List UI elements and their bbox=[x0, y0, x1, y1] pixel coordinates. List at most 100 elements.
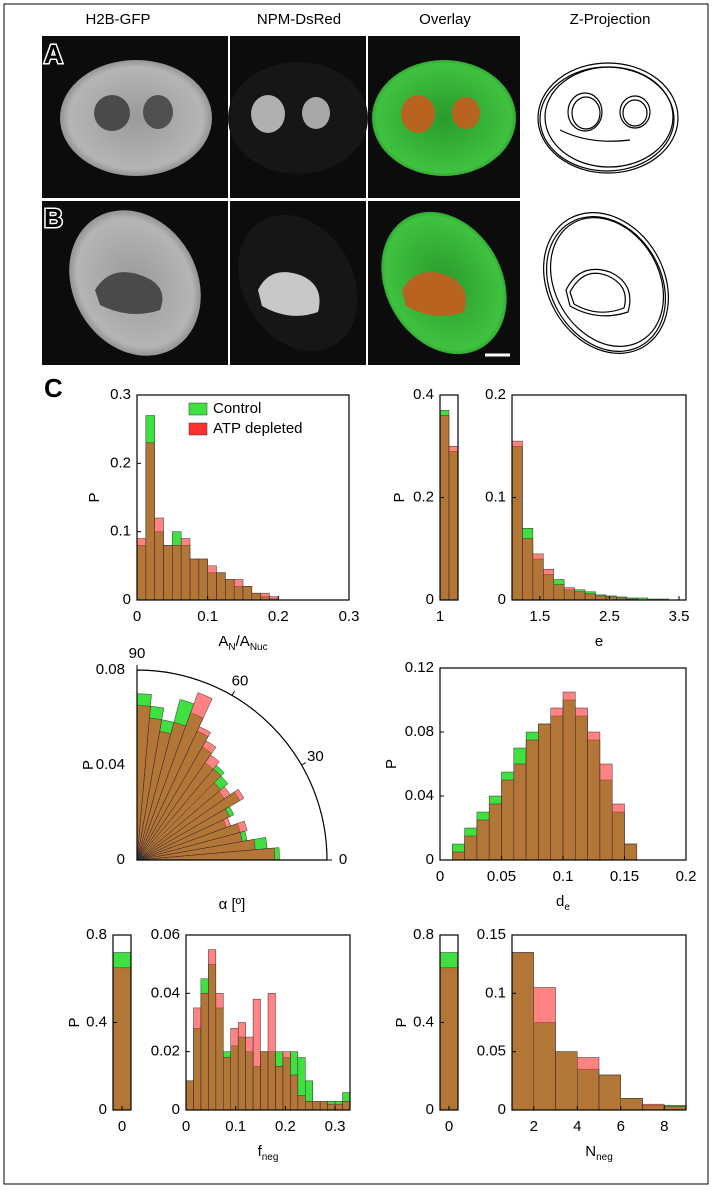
y-tick-label: 0.1 bbox=[485, 984, 506, 1001]
r-tick-label: 0.04 bbox=[96, 756, 125, 773]
panel-label: B bbox=[44, 203, 63, 233]
x-tick-label: 0 bbox=[445, 1118, 453, 1135]
histogram-bar bbox=[553, 584, 565, 601]
x-tick-label: 1.5 bbox=[529, 608, 550, 625]
panel-label: A bbox=[44, 39, 63, 69]
x-axis-label: fneg bbox=[258, 1143, 279, 1163]
histogram-bar bbox=[624, 843, 638, 861]
histogram-bar bbox=[154, 517, 164, 601]
y-tick-label: 0 bbox=[426, 591, 434, 608]
theta-tick bbox=[231, 690, 235, 696]
histogram-bar bbox=[501, 779, 515, 861]
x-axis-label: e bbox=[595, 633, 603, 650]
x-tick-label: 0.15 bbox=[610, 868, 639, 885]
histogram-bar bbox=[575, 707, 588, 861]
histogram-bar bbox=[225, 579, 235, 601]
y-tick-label: 0 bbox=[426, 851, 434, 868]
y-axis-label: P bbox=[66, 1017, 83, 1027]
histogram-bar bbox=[511, 440, 523, 601]
column-header: Z-Projection bbox=[570, 11, 651, 28]
histogram-bar bbox=[587, 731, 601, 861]
histogram-bar bbox=[334, 1103, 343, 1111]
y-tick-label: 0.12 bbox=[405, 659, 434, 676]
histogram-bar bbox=[620, 1098, 643, 1111]
histogram-bar bbox=[145, 442, 155, 601]
histogram-bar bbox=[189, 558, 200, 601]
y-axis-label: P bbox=[383, 759, 400, 769]
histogram-bar bbox=[297, 1095, 306, 1111]
histogram-bar bbox=[200, 993, 209, 1111]
r-tick-label: 0 bbox=[117, 851, 125, 868]
y-tick-label: 0.3 bbox=[110, 386, 131, 403]
x-axis-label-part: neg bbox=[262, 1152, 279, 1163]
histogram-bar bbox=[611, 803, 625, 861]
nucleus bbox=[228, 62, 368, 174]
nucleolus bbox=[251, 95, 285, 133]
y-tick-label: 0.8 bbox=[413, 926, 434, 943]
histogram-bar bbox=[577, 1057, 600, 1111]
x-tick-label: 0 bbox=[182, 1118, 190, 1135]
histogram-bar bbox=[260, 1051, 269, 1111]
histogram-bar bbox=[136, 538, 147, 601]
nucleolus bbox=[452, 97, 480, 129]
histogram-bar bbox=[223, 1057, 231, 1111]
histogram-bar bbox=[342, 1101, 351, 1111]
histogram-bar bbox=[112, 967, 132, 1111]
histogram-bar bbox=[439, 967, 459, 1111]
histogram-bar bbox=[642, 1103, 665, 1111]
histogram-bar bbox=[193, 1007, 202, 1111]
histogram-bar bbox=[513, 763, 527, 861]
nucleolus bbox=[401, 95, 435, 133]
histogram-bar bbox=[275, 1066, 284, 1111]
r-tick-label: 0.08 bbox=[96, 661, 125, 678]
histogram-bar bbox=[439, 415, 450, 601]
y-tick-label: 0.4 bbox=[413, 386, 434, 403]
y-tick-label: 0.2 bbox=[413, 488, 434, 505]
histogram-bar bbox=[237, 1022, 246, 1111]
nucleolus bbox=[95, 272, 163, 314]
histogram-bar bbox=[208, 949, 217, 1111]
histogram-bar bbox=[233, 579, 244, 601]
y-tick-label: 0.2 bbox=[110, 454, 131, 471]
y-tick-label: 0.1 bbox=[485, 488, 506, 505]
nucleolus bbox=[143, 95, 173, 129]
column-header: NPM-DsRed bbox=[257, 11, 341, 28]
image-row-b bbox=[42, 201, 669, 365]
x-tick-label: 0 bbox=[436, 868, 444, 885]
y-tick-label: 0 bbox=[498, 1101, 506, 1118]
polar-bar bbox=[136, 786, 231, 861]
histogram-bar bbox=[476, 819, 490, 861]
y-tick-label: 0 bbox=[123, 591, 131, 608]
x-tick-label: 0.1 bbox=[225, 1118, 246, 1135]
plot-frame bbox=[185, 934, 351, 1111]
histogram-bar bbox=[538, 723, 551, 861]
column-header: H2B-GFP bbox=[85, 11, 150, 28]
histogram-bar bbox=[488, 803, 502, 861]
y-tick-label: 0 bbox=[498, 591, 506, 608]
y-tick-label: 0.05 bbox=[477, 1043, 506, 1060]
histogram-bar bbox=[562, 691, 576, 861]
column-header: Overlay bbox=[419, 11, 471, 28]
histogram-bar bbox=[574, 591, 586, 601]
x-tick-label: 2.5 bbox=[599, 608, 620, 625]
histogram-bar bbox=[198, 558, 208, 601]
histogram-bar bbox=[290, 1074, 299, 1111]
x-axis-label: α [º] bbox=[219, 896, 246, 913]
histogram-bar bbox=[327, 1103, 336, 1111]
histogram-bar bbox=[533, 987, 556, 1111]
x-tick-label: 0 bbox=[133, 608, 141, 625]
histogram-bar bbox=[305, 1101, 313, 1111]
plot-frame bbox=[511, 934, 687, 1111]
x-tick-label: 0.2 bbox=[275, 1118, 296, 1135]
y-tick-label: 0.08 bbox=[405, 723, 434, 740]
histogram-bar bbox=[555, 1051, 578, 1111]
histogram-bar bbox=[448, 446, 459, 601]
y-tick-label: 0.06 bbox=[151, 926, 180, 943]
x-axis-label: Nneg bbox=[585, 1143, 613, 1163]
histogram-bar bbox=[563, 587, 575, 601]
z-projection bbox=[543, 212, 669, 354]
histogram-bar bbox=[584, 593, 596, 601]
histogram-bar bbox=[242, 586, 253, 601]
nucleus bbox=[372, 60, 516, 176]
histogram-bar bbox=[230, 1028, 239, 1111]
